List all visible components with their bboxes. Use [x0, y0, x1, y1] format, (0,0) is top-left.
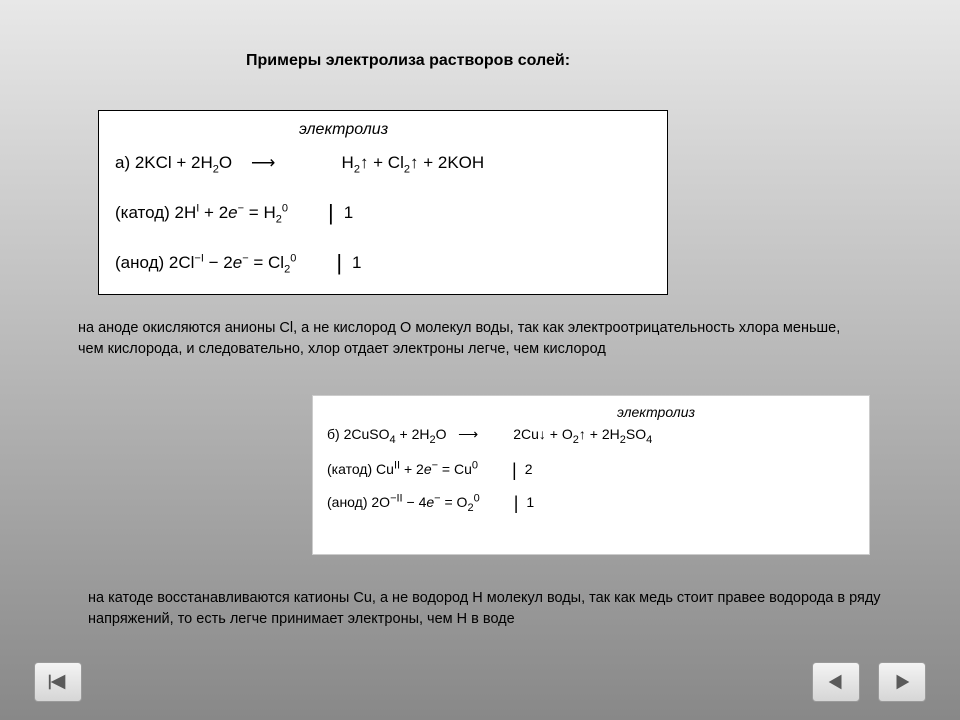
prev-button[interactable]: [812, 662, 860, 702]
anode-a: (анод) 2Cl−I − 2e− = Cl20|1: [115, 243, 651, 279]
equation-b: б) 2CuSO4 + 2H2O ⟶ 2Cu↓ + O2↑ + 2H2SO4: [327, 426, 855, 446]
cathode-b: (катод) CuII + 2e− = Cu0|2: [327, 458, 855, 479]
electrolysis-label-a: электролиз: [299, 117, 388, 143]
page-title: Примеры электролиза растворов солей:: [246, 52, 570, 70]
example-b-box: электролиз б) 2CuSO4 + 2H2O ⟶ 2Cu↓ + O2↑…: [312, 395, 870, 555]
explanation-a: на аноде окисляются анионы Cl, а не кисл…: [78, 318, 858, 360]
explanation-b: на катоде восстанавливаются катионы Cu, …: [88, 588, 888, 630]
equation-a: а) 2KCl + 2H2O ⟶ H2↑ + Cl2↑ + 2KOH: [115, 149, 651, 179]
anode-b: (анод) 2O−II − 4e− = O20|1: [327, 491, 855, 514]
example-a-box: электролиз а) 2KCl + 2H2O ⟶ H2↑ + Cl2↑ +…: [98, 110, 668, 295]
arrow-left-icon: [825, 671, 847, 693]
electrolysis-label-b: электролиз: [457, 404, 855, 420]
nav-arrows-area: [812, 662, 926, 702]
next-button[interactable]: [878, 662, 926, 702]
home-icon: [47, 671, 69, 693]
arrow-right-icon: [891, 671, 913, 693]
home-button[interactable]: [34, 662, 82, 702]
nav-home-area: [34, 662, 82, 702]
cathode-a: (катод) 2HI + 2e− = H20|1: [115, 193, 651, 229]
